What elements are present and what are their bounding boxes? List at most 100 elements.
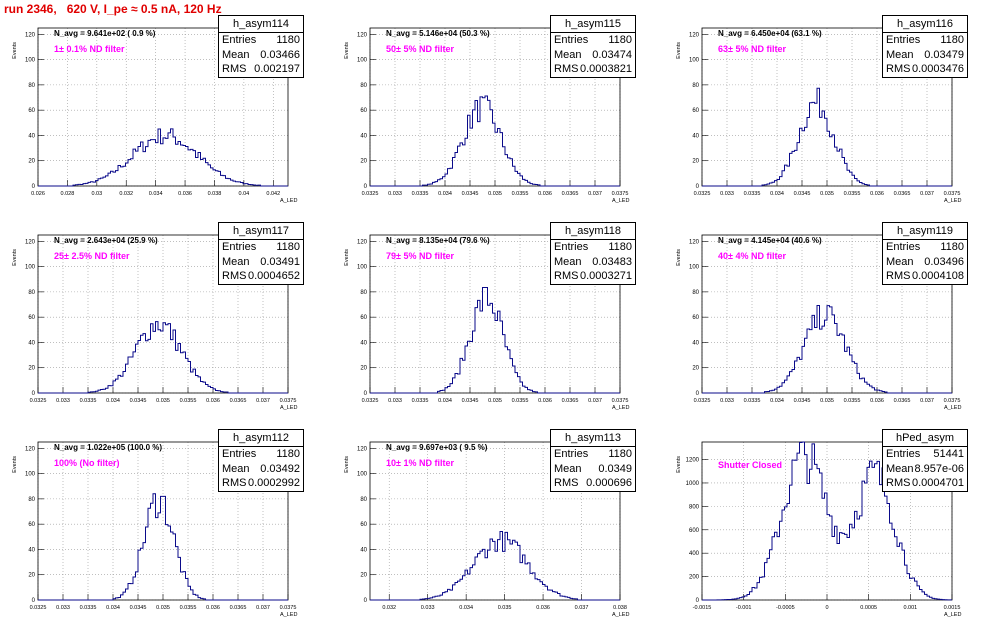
x-tick-label: 0.0365 bbox=[562, 191, 579, 197]
stats-value: 0.0349 bbox=[598, 462, 632, 475]
y-tick-label: 0 bbox=[32, 598, 36, 604]
stats-value: 0.0004652 bbox=[248, 270, 300, 282]
stats-box: h_asym116 Entries 1180 Mean 0.03479 RMS 0.0003… bbox=[882, 15, 968, 78]
x-tick-label: 0.0365 bbox=[562, 398, 579, 404]
y-tick-label: 100 bbox=[25, 58, 36, 64]
x-tick-label: 0.0375 bbox=[280, 605, 297, 611]
navg-label: N_avg = 4.145e+04 (40.6 %) bbox=[718, 236, 822, 245]
x-tick-label: 0 bbox=[825, 605, 828, 611]
histogram-panel-h_asym118: 0 20 40 60 80 100 120 0.0325 0.033 0.0335 0.034 0.0… bbox=[332, 215, 664, 422]
x-tick-label: 0.035 bbox=[156, 398, 170, 404]
histogram-panel-h_asym117: 0 20 40 60 80 100 120 0.0325 0.033 0.0335 0.034 0.0… bbox=[0, 215, 332, 422]
y-tick-label: 40 bbox=[692, 133, 699, 139]
stats-row-rms: RMS 0.0002992 bbox=[219, 476, 303, 491]
stats-row-rms: RMS 0.0003821 bbox=[551, 62, 635, 77]
x-tick-label: 0.0345 bbox=[794, 398, 811, 404]
x-tick-label: 0.0365 bbox=[230, 398, 247, 404]
stats-box: h_asym119 Entries 1180 Mean 0.03496 RMS 0.0004… bbox=[882, 222, 968, 285]
x-tick-label: 0.033 bbox=[56, 398, 70, 404]
stats-value: 0.03474 bbox=[592, 48, 632, 61]
stats-key: RMS bbox=[886, 477, 911, 489]
histogram-svg: 0 20 40 60 80 100 120 0.026 0.028 0.03 0.032 0.034 0… bbox=[12, 27, 297, 204]
y-tick-label: 0 bbox=[32, 391, 36, 397]
x-axis-label: A_LED bbox=[280, 612, 297, 618]
x-tick-label: 0.0365 bbox=[230, 605, 247, 611]
stats-key: RMS bbox=[222, 63, 247, 75]
histogram-series-line bbox=[38, 128, 288, 187]
x-tick-label: 0.036 bbox=[538, 398, 552, 404]
x-tick-label: 0.034 bbox=[459, 605, 473, 611]
y-tick-label: 0 bbox=[696, 391, 700, 397]
y-tick-label: 20 bbox=[28, 159, 35, 165]
stats-value: 8.957e-06 bbox=[914, 462, 964, 475]
y-tick-label: 120 bbox=[689, 32, 700, 38]
y-tick-label: 60 bbox=[692, 108, 699, 114]
histogram-svg: 0 20 40 60 80 100 120 0.0325 0.033 0.0335 0.034 0.0… bbox=[12, 234, 297, 411]
x-tick-label: 0.037 bbox=[920, 191, 934, 197]
y-tick-label: 40 bbox=[692, 340, 699, 346]
stats-value: 1180 bbox=[940, 34, 964, 46]
y-tick-label: 60 bbox=[360, 315, 367, 321]
stats-row-mean: Mean 0.03492 bbox=[219, 462, 303, 477]
y-tick-label: 120 bbox=[25, 239, 36, 245]
y-axis-label: Events bbox=[344, 42, 350, 59]
navg-label: N_avg = 9.697e+03 ( 9.5 %) bbox=[386, 443, 488, 452]
stats-box: h_asym117 Entries 1180 Mean 0.03491 RMS 0.0004… bbox=[218, 222, 304, 285]
y-axis-label: Events bbox=[676, 42, 682, 59]
x-tick-label: -0.0015 bbox=[693, 605, 712, 611]
y-axis-label: Events bbox=[344, 249, 350, 266]
plot-frame bbox=[37, 27, 289, 187]
x-tick-label: 0.0325 bbox=[362, 398, 379, 404]
stats-row-entries: Entries 1180 bbox=[551, 240, 635, 255]
x-tick-label: 0.001 bbox=[903, 605, 917, 611]
y-tick-label: 120 bbox=[25, 446, 36, 452]
stats-key: Entries bbox=[886, 448, 921, 460]
x-tick-label: 0.035 bbox=[488, 191, 502, 197]
stats-value: 0.0003821 bbox=[580, 63, 632, 75]
stats-row-entries: Entries 1180 bbox=[219, 240, 303, 255]
y-tick-label: 800 bbox=[689, 504, 700, 510]
x-tick-label: 0.037 bbox=[256, 605, 270, 611]
x-tick-label: 0.0355 bbox=[512, 398, 529, 404]
x-tick-label: 0.034 bbox=[106, 398, 120, 404]
y-tick-label: 20 bbox=[692, 159, 699, 165]
stats-row-rms: RMS 0.0003476 bbox=[883, 62, 967, 77]
y-tick-label: 100 bbox=[25, 472, 36, 478]
x-tick-label: 0.038 bbox=[613, 605, 627, 611]
stats-value: 1180 bbox=[276, 448, 300, 460]
x-axis-label: A_LED bbox=[280, 198, 297, 204]
histogram-panel-h_asym113: 0 20 40 60 80 100 120 0.032 0.033 0.034 0.035 0.036… bbox=[332, 422, 664, 629]
x-tick-label: 0.0005 bbox=[860, 605, 877, 611]
x-tick-label: 0.026 bbox=[31, 191, 45, 197]
stats-key: RMS bbox=[554, 63, 579, 75]
stats-key: Mean bbox=[222, 462, 250, 475]
histogram-svg: 0 200 400 600 800 1000 1200 -0.0015 -0.001 -0.000… bbox=[676, 441, 961, 618]
stats-key: Mean bbox=[886, 255, 914, 268]
x-tick-label: 0.035 bbox=[156, 605, 170, 611]
histogram-panel-hPed_asym: 0 200 400 600 800 1000 1200 -0.0015 -0.001 -0.000… bbox=[664, 422, 996, 629]
x-tick-label: 0.033 bbox=[56, 605, 70, 611]
x-tick-label: 0.0015 bbox=[944, 605, 961, 611]
stats-key: Entries bbox=[886, 241, 921, 253]
y-tick-label: 40 bbox=[360, 547, 367, 553]
y-tick-label: 0 bbox=[696, 184, 700, 190]
y-tick-label: 80 bbox=[360, 83, 367, 89]
x-tick-label: 0.034 bbox=[149, 191, 163, 197]
y-axis-label: Events bbox=[676, 249, 682, 266]
x-tick-label: 0.0375 bbox=[944, 398, 961, 404]
histogram-panel-h_asym119: 0 20 40 60 80 100 120 0.0325 0.033 0.0335 0.034 0.0… bbox=[664, 215, 996, 422]
x-tick-label: 0.0335 bbox=[80, 398, 97, 404]
x-axis-label: A_LED bbox=[612, 612, 629, 618]
x-tick-label: 0.036 bbox=[538, 191, 552, 197]
histogram-series-line bbox=[370, 95, 620, 187]
stats-key: RMS bbox=[554, 477, 579, 489]
x-tick-label: 0.0375 bbox=[280, 398, 297, 404]
x-tick-label: 0.0335 bbox=[744, 191, 761, 197]
stats-value: 0.0003476 bbox=[912, 63, 964, 75]
y-axis-label: Events bbox=[12, 456, 18, 473]
x-tick-label: 0.0375 bbox=[612, 398, 629, 404]
x-tick-label: 0.033 bbox=[720, 398, 734, 404]
stats-title: hPed_asym bbox=[883, 430, 967, 447]
histogram-series-line bbox=[38, 321, 288, 394]
y-tick-label: 0 bbox=[32, 184, 36, 190]
